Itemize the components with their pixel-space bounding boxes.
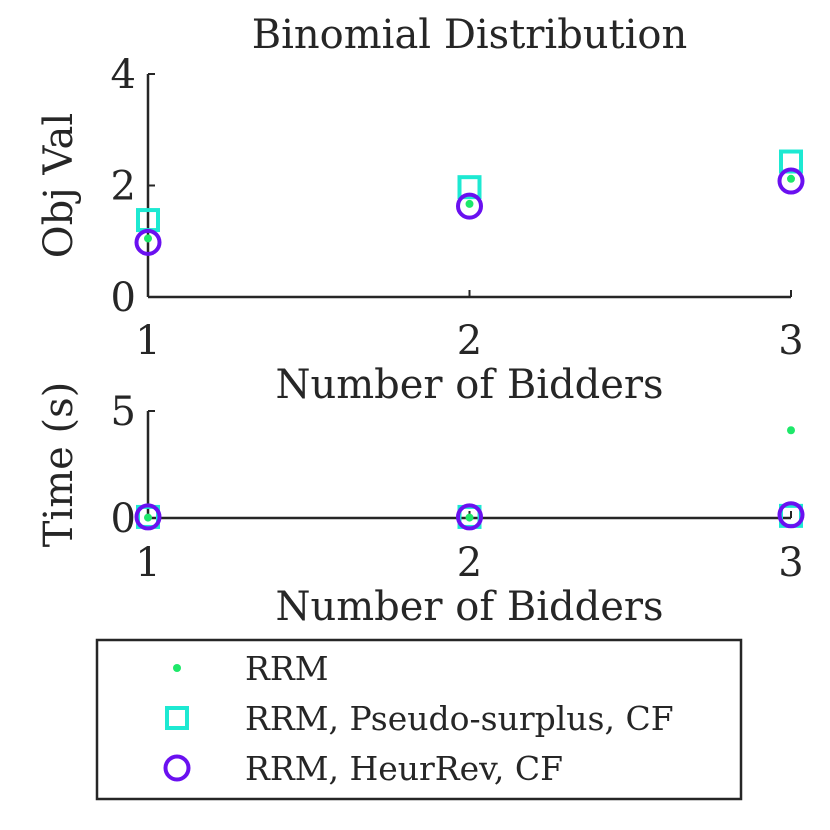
chart-panel-2: 0 5 1 2 3 Number of Bidders Time (s) (36, 382, 805, 630)
y-tick-label: 0 (111, 275, 136, 321)
data-point-dot (787, 426, 795, 435)
data-point-circle (456, 503, 483, 531)
y-axis-label: Time (s) (36, 382, 82, 548)
data-point-square (165, 706, 189, 730)
x-tick-label: 3 (778, 318, 803, 364)
y-tick-label: 2 (111, 164, 136, 210)
data-point-circle (134, 228, 162, 256)
legend-entry: RRM, Pseudo-surplus, CF (165, 699, 674, 738)
legend-label: RRM (245, 649, 328, 688)
y-tick-label: 4 (111, 52, 136, 98)
y-axis-label: Obj Val (36, 113, 82, 258)
data-point-dot (144, 513, 152, 522)
data-point-dot (465, 199, 474, 208)
x-tick-label: 2 (457, 318, 482, 364)
series-3 (134, 167, 805, 256)
y-tick-label: 0 (111, 496, 136, 542)
x-tick-label: 1 (135, 540, 160, 586)
data-point-circle (163, 754, 191, 782)
series-3 (134, 501, 805, 531)
data-point-dot (173, 664, 181, 672)
legend-entry: RRM, HeurRev, CF (163, 749, 563, 788)
x-axis-label: Number of Bidders (275, 584, 663, 630)
data-point-circle (134, 503, 162, 531)
data-point-dot (787, 174, 795, 183)
legend-box (95, 638, 743, 801)
x-tick-label: 2 (457, 540, 482, 586)
data-point-circle (777, 501, 805, 529)
data-point-dot (465, 513, 474, 522)
legend-label: RRM, Pseudo-surplus, CF (245, 699, 674, 738)
legend-entry: RRM (173, 649, 328, 688)
series-1 (144, 174, 795, 243)
x-tick-label: 3 (778, 540, 803, 586)
chart-title: Binomial Distribution (252, 12, 688, 58)
x-axis-label: Number of Bidders (275, 362, 663, 408)
data-point-circle (777, 167, 805, 195)
legend-label: RRM, HeurRev, CF (245, 749, 563, 788)
data-point-circle (456, 192, 483, 220)
x-tick-label: 1 (135, 318, 160, 364)
data-point-dot (144, 234, 152, 243)
y-tick-label: 5 (111, 389, 136, 435)
legend: RRM RRM, Pseudo-surplus, CF RRM, HeurRev, … (95, 638, 743, 801)
chart-panel-1: 0 2 4 1 2 3 Binomial Distribution Number of Bid… (36, 12, 805, 408)
series-1 (144, 426, 795, 522)
data-point-square (457, 175, 482, 200)
